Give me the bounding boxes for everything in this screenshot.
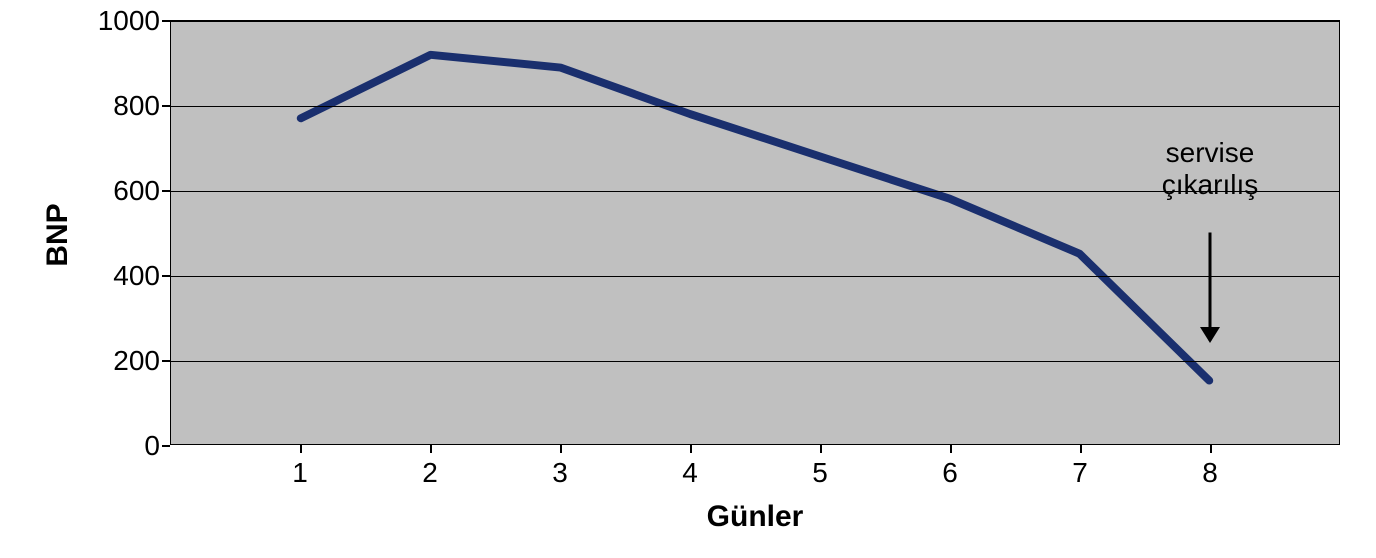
x-tick-mark [1210, 445, 1212, 453]
y-tick-mark [162, 360, 170, 362]
y-tick-mark [162, 190, 170, 192]
x-tick-label: 6 [930, 457, 970, 489]
y-tick-mark [162, 275, 170, 277]
x-tick-mark [430, 445, 432, 453]
x-tick-label: 3 [540, 457, 580, 489]
x-tick-mark [560, 445, 562, 453]
x-tick-label: 2 [410, 457, 450, 489]
y-tick-label: 800 [70, 90, 160, 122]
bnp-line-chart: BNP Günler servise çıkarılış 02004006008… [0, 0, 1376, 558]
x-tick-label: 5 [800, 457, 840, 489]
y-tick-label: 0 [70, 430, 160, 462]
x-tick-mark [300, 445, 302, 453]
y-tick-label: 200 [70, 345, 160, 377]
x-tick-mark [820, 445, 822, 453]
x-tick-label: 7 [1060, 457, 1100, 489]
x-tick-label: 8 [1190, 457, 1230, 489]
y-tick-mark [162, 445, 170, 447]
y-tick-mark [162, 20, 170, 22]
x-tick-label: 1 [280, 457, 320, 489]
y-tick-label: 400 [70, 260, 160, 292]
x-tick-mark [950, 445, 952, 453]
x-tick-mark [690, 445, 692, 453]
y-tick-label: 1000 [70, 5, 160, 37]
y-tick-mark [162, 105, 170, 107]
y-tick-label: 600 [70, 175, 160, 207]
x-tick-label: 4 [670, 457, 710, 489]
x-tick-mark [1080, 445, 1082, 453]
